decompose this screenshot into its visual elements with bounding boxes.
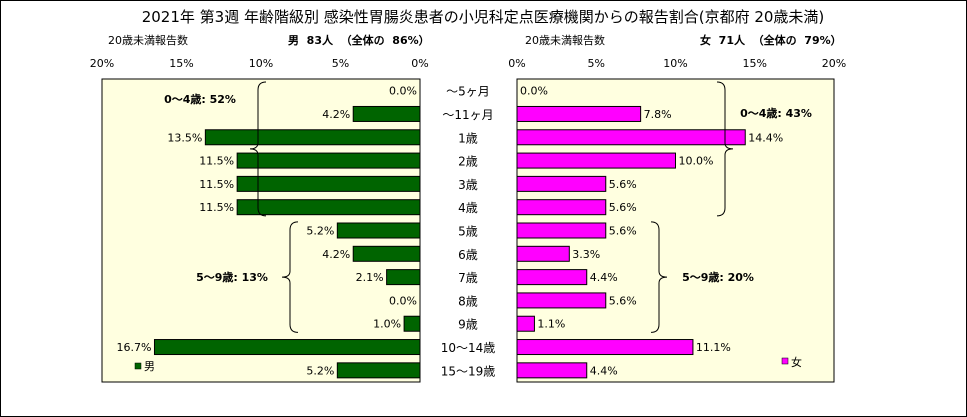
right-tick-label: 10% <box>663 57 687 70</box>
male-bar <box>386 269 421 286</box>
category-label: 10～14歳 <box>441 341 496 355</box>
female-bar <box>516 315 535 332</box>
category-label: 9歳 <box>458 318 478 332</box>
chart-title: 2021年 第3週 年齢階級別 感染性胃腸炎患者の小児科定点医療機関からの報告割… <box>142 8 825 26</box>
female-bar <box>516 175 607 192</box>
right-panel-female: 0% 5% 10% 15% 20% 0.0% 7.8% 14.4% 10.0% 5.6% 5.6% 5… <box>508 57 846 383</box>
male-value-label: 5.2% <box>306 364 334 377</box>
male-value-label: 11.5% <box>199 201 234 214</box>
male-value-label: 5.2% <box>306 225 334 238</box>
male-bar <box>352 245 421 262</box>
female-value-label: 14.4% <box>748 131 783 144</box>
male-bar <box>204 129 421 146</box>
left-tick-label: 10% <box>249 57 273 70</box>
female-bar <box>516 269 588 286</box>
left-tick-label: 20% <box>90 57 114 70</box>
left-header-label: 20歳未満報告数 <box>108 34 188 47</box>
category-label: 6歳 <box>458 248 478 262</box>
male-value-label: 16.7% <box>117 341 152 354</box>
left-group-label: 5～9歳: 13% <box>196 270 268 284</box>
right-group-brace <box>716 81 734 217</box>
male-bar <box>352 105 421 122</box>
male-bar <box>236 199 421 216</box>
right-tick-label: 15% <box>743 57 767 70</box>
female-bar <box>516 292 607 309</box>
left-group-brace <box>281 221 299 333</box>
category-label: 7歳 <box>458 271 478 285</box>
female-bar <box>516 152 676 169</box>
female-value-label: 5.6% <box>609 201 637 214</box>
female-legend-swatch <box>781 357 789 365</box>
female-bar <box>516 339 694 356</box>
female-bar <box>516 129 746 146</box>
left-group-label: 0～4歳: 52% <box>164 92 236 106</box>
right-header-label: 20歳未満報告数 <box>525 34 605 47</box>
male-bar <box>336 222 421 239</box>
female-value-label: 7.8% <box>644 108 672 121</box>
category-label: 1歳 <box>458 131 478 145</box>
female-bar <box>516 199 607 216</box>
female-value-label: 5.6% <box>609 178 637 191</box>
male-value-label: 4.2% <box>322 108 350 121</box>
male-value-label: 11.5% <box>199 178 234 191</box>
left-tick-label: 0% <box>411 57 428 70</box>
female-legend-label: 女 <box>791 355 802 369</box>
male-value-label: 0.0% <box>389 85 417 98</box>
male-value-label: 1.0% <box>373 318 401 331</box>
category-label: 2歳 <box>458 155 478 169</box>
female-value-label: 5.6% <box>609 225 637 238</box>
female-value-label: 10.0% <box>679 155 714 168</box>
right-tick-label: 0% <box>508 57 525 70</box>
category-label: ～11ヶ月 <box>442 108 493 122</box>
female-value-label: 3.3% <box>572 248 600 261</box>
right-header-stat: 女 71人 （全体の 79%） <box>700 33 842 47</box>
right-tick-label: 20% <box>822 57 846 70</box>
female-value-label: 4.4% <box>590 271 618 284</box>
left-panel-male: 20% 15% 10% 5% 0% 0.0% 4.2% 13.5% 11.5% 11.5% 11.5… <box>90 57 429 383</box>
left-tick-label: 15% <box>169 57 193 70</box>
category-label: 3歳 <box>458 178 478 192</box>
male-legend-label: 男 <box>144 360 155 373</box>
male-bar <box>153 339 421 356</box>
left-tick-label: 5% <box>332 57 349 70</box>
male-value-label: 13.5% <box>167 131 202 144</box>
male-bar <box>336 362 421 379</box>
female-bar <box>516 245 570 262</box>
female-bar <box>516 222 607 239</box>
male-value-label: 2.1% <box>356 271 384 284</box>
female-value-label: 0.0% <box>520 85 548 98</box>
right-group-label: 5～9歳: 20% <box>682 270 754 284</box>
category-label: 4歳 <box>458 201 478 215</box>
category-label: 5歳 <box>458 225 478 239</box>
left-header-stat: 男 83人 （全体の 86%） <box>288 33 430 47</box>
male-value-label: 0.0% <box>389 294 417 307</box>
female-value-label: 4.4% <box>590 364 618 377</box>
right-group-label: 0～4歳: 43% <box>740 106 812 120</box>
female-value-label: 1.1% <box>537 318 565 331</box>
right-tick-label: 5% <box>588 57 605 70</box>
left-group-brace <box>249 81 267 217</box>
category-label: 15～19歳 <box>441 364 496 378</box>
male-value-label: 4.2% <box>322 248 350 261</box>
female-value-label: 11.1% <box>696 341 731 354</box>
female-bar <box>516 362 588 379</box>
male-legend-swatch <box>134 362 142 370</box>
category-label: ～5ヶ月 <box>446 85 490 99</box>
category-label: 8歳 <box>458 294 478 308</box>
female-bar <box>516 105 642 122</box>
male-bar <box>403 315 421 332</box>
male-value-label: 11.5% <box>199 155 234 168</box>
category-labels: ～5ヶ月 ～11ヶ月 1歳 2歳 3歳 4歳 5歳 6歳 7歳 8歳 9歳 10～14歳 15～19歳 <box>441 85 496 379</box>
right-group-brace <box>650 221 668 333</box>
female-value-label: 5.6% <box>609 294 637 307</box>
male-bar <box>236 175 421 192</box>
male-bar <box>236 152 421 169</box>
